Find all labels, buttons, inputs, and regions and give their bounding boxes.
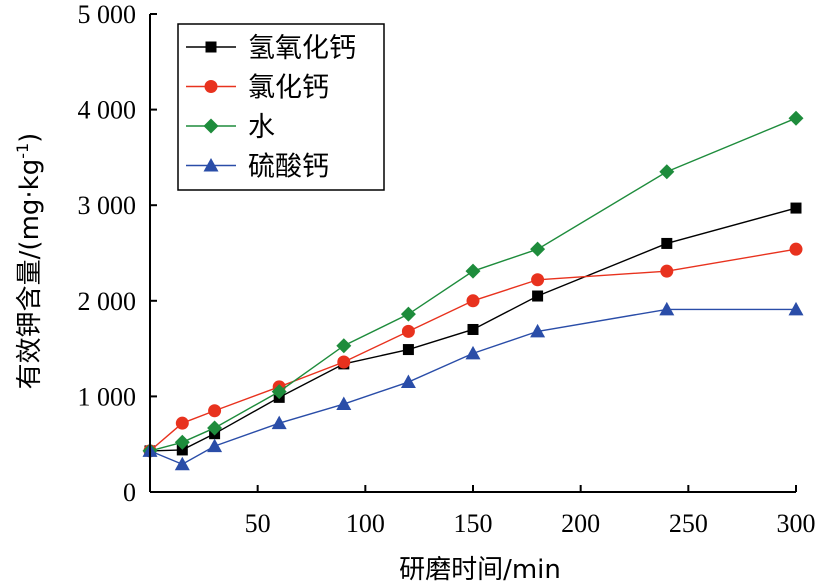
legend-marker [203, 118, 219, 134]
legend-marker [203, 158, 219, 172]
x-tick-label: 200 [561, 509, 600, 538]
data-point [207, 420, 223, 436]
legend-label: 硫酸钙 [248, 152, 329, 183]
y-tick-label: 3 000 [78, 191, 137, 220]
legend-label: 水 [248, 112, 275, 143]
data-point [174, 434, 190, 450]
legend-label: 氯化钙 [248, 73, 329, 104]
data-point [207, 438, 223, 453]
data-point [176, 444, 188, 456]
y-tick-label: 4 000 [78, 96, 137, 125]
y-tick-label: 0 [123, 478, 136, 507]
data-point [788, 110, 804, 126]
data-point [659, 301, 675, 316]
y-tick-label: 2 000 [78, 287, 137, 316]
y-axis-title-superscript: -1 [13, 143, 32, 159]
data-point [660, 264, 674, 278]
data-point [466, 294, 480, 308]
legend-label: 氢氧化钙 [248, 33, 356, 64]
x-tick-label: 300 [777, 509, 816, 538]
series-2 [143, 242, 803, 458]
data-point [465, 263, 481, 279]
data-point [659, 164, 675, 180]
legend-marker [205, 41, 217, 53]
series-1 [144, 202, 802, 457]
data-point [467, 323, 479, 335]
data-point [336, 338, 352, 354]
x-tick-label: 150 [454, 509, 493, 538]
data-point [789, 242, 803, 256]
data-point [175, 416, 189, 430]
data-point [271, 384, 287, 400]
data-point [174, 456, 190, 471]
data-point [661, 237, 673, 249]
y-tick-label: 5 000 [78, 0, 137, 29]
series-line [149, 117, 797, 452]
data-point [402, 344, 414, 356]
y-tick-label: 1 000 [78, 382, 137, 411]
data-point [790, 202, 802, 214]
y-axis-title-main: 有效钾含量/(mg·kg [15, 159, 45, 390]
x-tick-label: 50 [245, 509, 271, 538]
data-point [401, 324, 415, 338]
data-point [400, 374, 416, 389]
data-point [465, 345, 481, 360]
x-tick-label: 100 [346, 509, 385, 538]
series-line [149, 248, 797, 452]
legend-marker [204, 80, 218, 93]
y-axis-title: 有效钾含量/(mg·kg-1) [13, 133, 45, 390]
x-axis-title: 研磨时间/min [399, 555, 561, 585]
data-point [336, 396, 352, 411]
data-point [788, 301, 804, 316]
data-point [271, 415, 287, 430]
tick-labels: 50 100 150 200 250 300 0 1 000 2 000 3 000 4 000 5 … [78, 0, 816, 538]
data-point [400, 306, 416, 322]
x-tick-label: 250 [669, 509, 708, 538]
data-point [531, 273, 545, 287]
y-axis-title-tail: ) [15, 133, 45, 143]
data-point [208, 404, 222, 418]
series-line [149, 308, 796, 466]
series-line [149, 207, 797, 452]
data-point [337, 355, 351, 369]
data-point [530, 241, 546, 257]
plot-area [142, 110, 804, 471]
data-point [530, 323, 546, 338]
data-point [532, 290, 544, 302]
